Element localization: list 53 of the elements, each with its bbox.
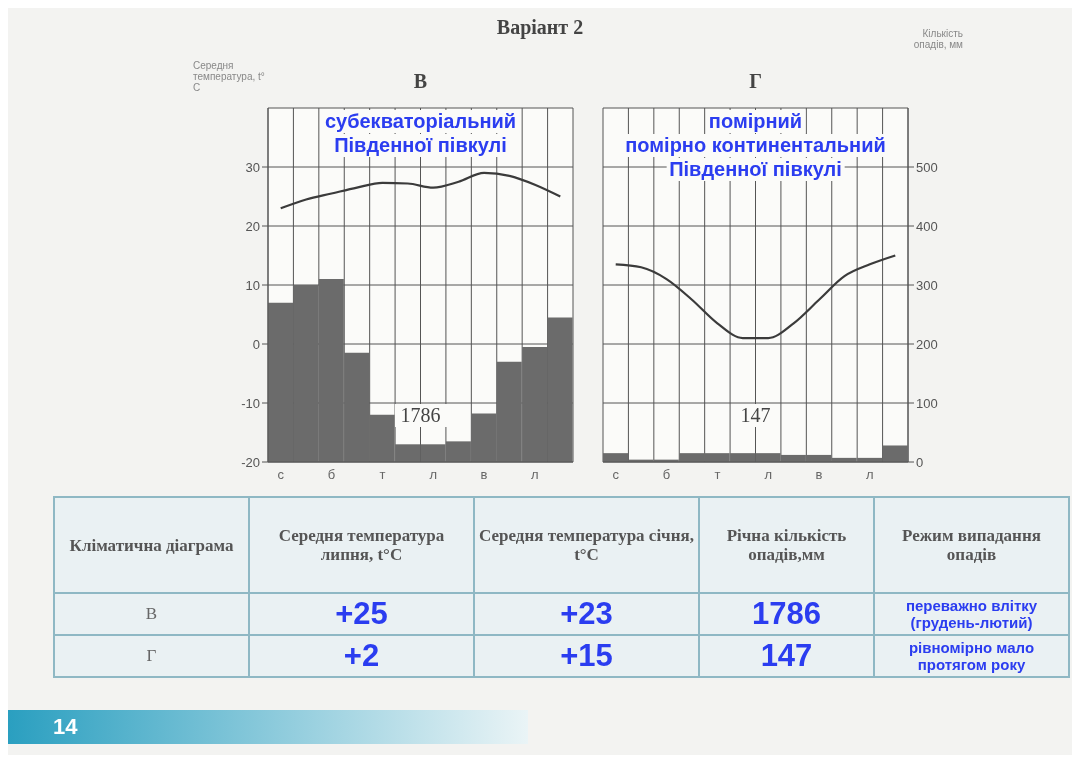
- text: В: [54, 593, 249, 635]
- text: 14: [8, 710, 528, 744]
- x-tick-label: л: [429, 467, 438, 483]
- annotation: Південної півкулі: [331, 134, 510, 157]
- x-tick-label: л: [764, 467, 773, 483]
- y-tick-label: 30: [245, 159, 260, 175]
- text: +15: [474, 635, 699, 677]
- text: Г: [54, 635, 249, 677]
- annotation: помірно континентальний: [622, 134, 889, 157]
- line-series: [279, 171, 562, 210]
- text: Середня температура січня, t°C: [474, 497, 699, 593]
- text: Варіант 2: [496, 16, 584, 38]
- y-tick-label: 20: [245, 218, 260, 234]
- x-tick-label: с: [277, 467, 285, 483]
- annotation: субекваторіальний: [321, 110, 520, 133]
- y-tick-label: -10: [241, 395, 260, 411]
- x-tick-label: л: [531, 467, 539, 483]
- chart-title: В: [412, 70, 429, 93]
- y2-tick-label: 100: [916, 395, 938, 411]
- annotation: Південної півкулі: [666, 158, 845, 181]
- text: Середня температура липня, t°C: [249, 497, 474, 593]
- text: +25: [249, 593, 474, 635]
- annotation: 147: [734, 404, 777, 427]
- text: +23: [474, 593, 699, 635]
- text: рівномірно мало протягом року: [874, 635, 1069, 677]
- y-axis-title: Середня температура, t° C: [193, 60, 266, 93]
- text: 1786: [699, 593, 874, 635]
- y-tick-label: 10: [245, 277, 260, 293]
- y2-tick-label: 0: [916, 454, 924, 470]
- annotation: 1786: [394, 404, 447, 427]
- text: +2: [249, 635, 474, 677]
- y-tick-label: 0: [252, 336, 260, 352]
- annotation: помірний: [705, 110, 806, 133]
- x-tick-label: б: [662, 467, 671, 483]
- y2-tick-label: 500: [916, 159, 938, 175]
- y-tick-label: -20: [241, 454, 260, 470]
- text: 147: [699, 635, 874, 677]
- y2-tick-label: 400: [916, 218, 938, 234]
- x-tick-label: с: [612, 467, 620, 483]
- x-tick-label: б: [327, 467, 336, 483]
- chart-title: Г: [748, 70, 763, 93]
- text: Режим випадання опадів: [874, 497, 1069, 593]
- text: переважно влітку (грудень-лютий): [874, 593, 1069, 635]
- x-tick-label: в: [480, 467, 488, 483]
- y2-tick-label: 300: [916, 277, 938, 293]
- x-tick-label: т: [379, 467, 386, 483]
- text: Річна кількість опадів,мм: [699, 497, 874, 593]
- y2-tick-label: 200: [916, 336, 938, 352]
- y2-axis-title: Кількість опадів, мм: [912, 28, 963, 50]
- text: Кліматична діаграма: [54, 497, 249, 593]
- x-tick-label: т: [714, 467, 721, 483]
- x-tick-label: л: [866, 467, 874, 483]
- x-tick-label: в: [815, 467, 823, 483]
